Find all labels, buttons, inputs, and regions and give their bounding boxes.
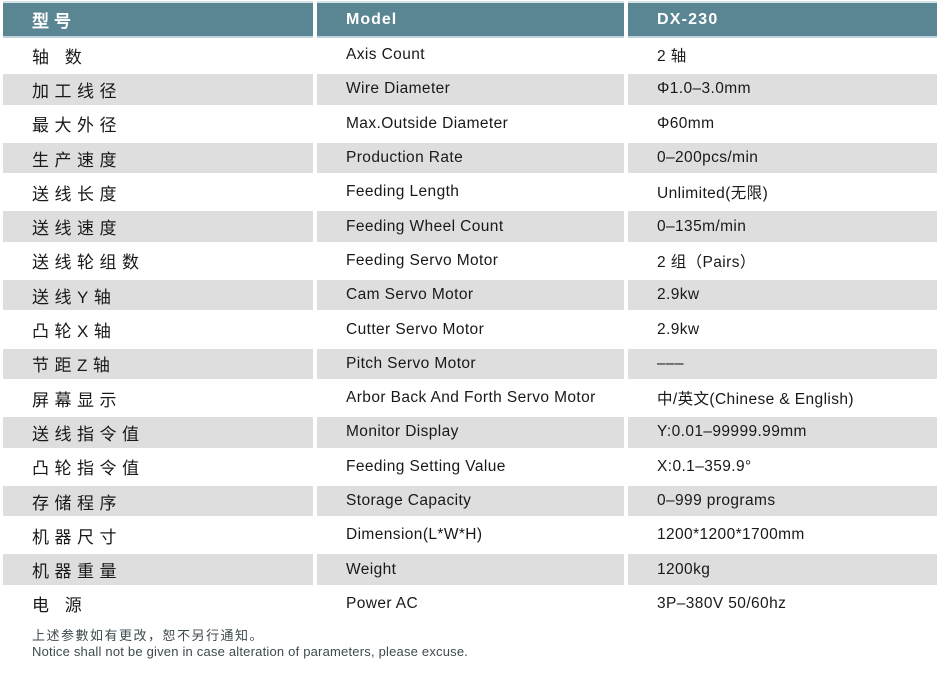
cell-value: 3P–380V 50/60hz [657, 594, 787, 612]
cell-value: 2 轴 [657, 48, 687, 66]
cell-value: Φ60mm [657, 114, 715, 132]
cell-label-en: Feeding Setting Value [346, 457, 506, 475]
table-row: 节距Z轴 Pitch Servo Motor ––– [3, 347, 937, 381]
cell-label-en: Pitch Servo Motor [317, 347, 624, 381]
cell-label-en: Feeding Servo Motor [346, 251, 499, 269]
table-row: 机器重量 Weight 1200kg [3, 552, 937, 586]
table-row: 送线长度 Feeding Length Unlimited(无限) [3, 175, 937, 209]
table-row: 生产速度 Production Rate 0–200pcs/min [3, 141, 937, 175]
cell-label-en: Arbor Back And Forth Servo Motor [346, 389, 596, 407]
table-row: 凸轮指令值 Feeding Setting Value X:0.1–359.9° [3, 450, 937, 484]
cell-label-cn: 节距Z轴 [3, 347, 313, 381]
table-row: 机器尺寸 Dimension(L*W*H) 1200*1200*1700mm [3, 518, 937, 552]
cell-label-en: Production Rate [317, 141, 624, 175]
cell-label-cn: 机器尺寸 [32, 527, 122, 547]
table-row: 凸轮X轴 Cutter Servo Motor 2.9kw [3, 312, 937, 346]
cell-label-cn: 机器重量 [3, 552, 313, 586]
table-row: 电 源 Power AC 3P–380V 50/60hz [3, 587, 937, 621]
cell-label-en: Wire Diameter [317, 72, 624, 106]
table-row: 加工线径 Wire Diameter Φ1.0–3.0mm [3, 72, 937, 106]
cell-value: Y:0.01–99999.99mm [628, 415, 937, 449]
cell-value: 1200kg [628, 552, 937, 586]
cell-label-cn: 凸轮X轴 [32, 322, 117, 342]
cell-label-en: Weight [317, 552, 624, 586]
footer-notes: 上述参數如有更改，恕不另行通知。 Notice shall not be giv… [32, 628, 940, 660]
cell-label-en: Storage Capacity [317, 484, 624, 518]
cell-label-en: Max.Outside Diameter [346, 114, 509, 132]
cell-label-cn: 存储程序 [3, 484, 313, 518]
cell-label-cn: 送线速度 [3, 209, 313, 243]
table-row: 送线Y轴 Cam Servo Motor 2.9kw [3, 278, 937, 312]
cell-value: 0–135m/min [628, 209, 937, 243]
table-body: 轴 数 Axis Count 2 轴加工线径 Wire Diameter Φ1.0–3.… [3, 38, 937, 621]
cell-label-cn: 生产速度 [3, 141, 313, 175]
cell-label-en: Feeding Wheel Count [317, 209, 624, 243]
cell-value: Unlimited(无限) [657, 185, 769, 203]
cell-value: 0–999 programs [628, 484, 937, 518]
cell-value: 2 组（Pairs） [657, 253, 756, 271]
cell-value: X:0.1–359.9° [657, 457, 752, 475]
cell-label-en: Monitor Display [317, 415, 624, 449]
header-cell-model-cn: 型号 [3, 1, 313, 38]
cell-value: 1200*1200*1700mm [657, 526, 805, 544]
footer-note-cn: 上述参數如有更改，恕不另行通知。 [32, 628, 265, 644]
cell-value: Φ1.0–3.0mm [628, 72, 937, 106]
cell-label-en: Cutter Servo Motor [346, 320, 485, 338]
cell-label-en: Dimension(L*W*H) [346, 526, 483, 544]
table-header-row: 型号 Model DX-230 [3, 1, 937, 38]
table-row: 送线指令值 Monitor Display Y:0.01–99999.99mm [3, 415, 937, 449]
cell-label-cn: 屏幕显示 [32, 390, 122, 410]
table-row: 送线速度 Feeding Wheel Count 0–135m/min [3, 209, 937, 243]
table-row: 存储程序 Storage Capacity 0–999 programs [3, 484, 937, 518]
cell-label-cn: 加工线径 [3, 72, 313, 106]
table-row: 送线轮组数 Feeding Servo Motor 2 组（Pairs） [3, 244, 937, 278]
cell-label-en: Axis Count [346, 46, 425, 64]
cell-label-cn: 电 源 [32, 596, 88, 616]
cell-label-en: Feeding Length [346, 183, 460, 201]
cell-label-cn: 送线Y轴 [3, 278, 313, 312]
cell-value: 0–200pcs/min [628, 141, 937, 175]
cell-label-cn: 送线长度 [32, 184, 122, 204]
cell-label-en: Cam Servo Motor [317, 278, 624, 312]
cell-label-en: Power AC [346, 594, 419, 612]
table-row: 屏幕显示 Arbor Back And Forth Servo Motor 中/英文… [3, 381, 937, 415]
cell-value: ––– [628, 347, 937, 381]
cell-label-cn: 轴 数 [32, 47, 88, 67]
cell-label-cn: 凸轮指令值 [32, 459, 145, 479]
spec-table: 型号 Model DX-230 轴 数 Axis Count 2 轴加工线径 Wire… [3, 1, 937, 621]
cell-value: 2.9kw [657, 320, 700, 338]
footer-note-en: Notice shall not be given in case altera… [32, 644, 469, 660]
cell-label-cn: 最大外径 [32, 116, 122, 136]
header-cell-model-value: DX-230 [628, 1, 937, 38]
cell-value: 2.9kw [628, 278, 937, 312]
cell-label-cn: 送线指令值 [3, 415, 313, 449]
header-cell-model-en: Model [317, 1, 624, 38]
table-row: 轴 数 Axis Count 2 轴 [3, 38, 937, 72]
table-row: 最大外径 Max.Outside Diameter Φ60mm [3, 107, 937, 141]
cell-value: 中/英文(Chinese & English) [657, 391, 854, 409]
cell-label-cn: 送线轮组数 [32, 253, 145, 273]
